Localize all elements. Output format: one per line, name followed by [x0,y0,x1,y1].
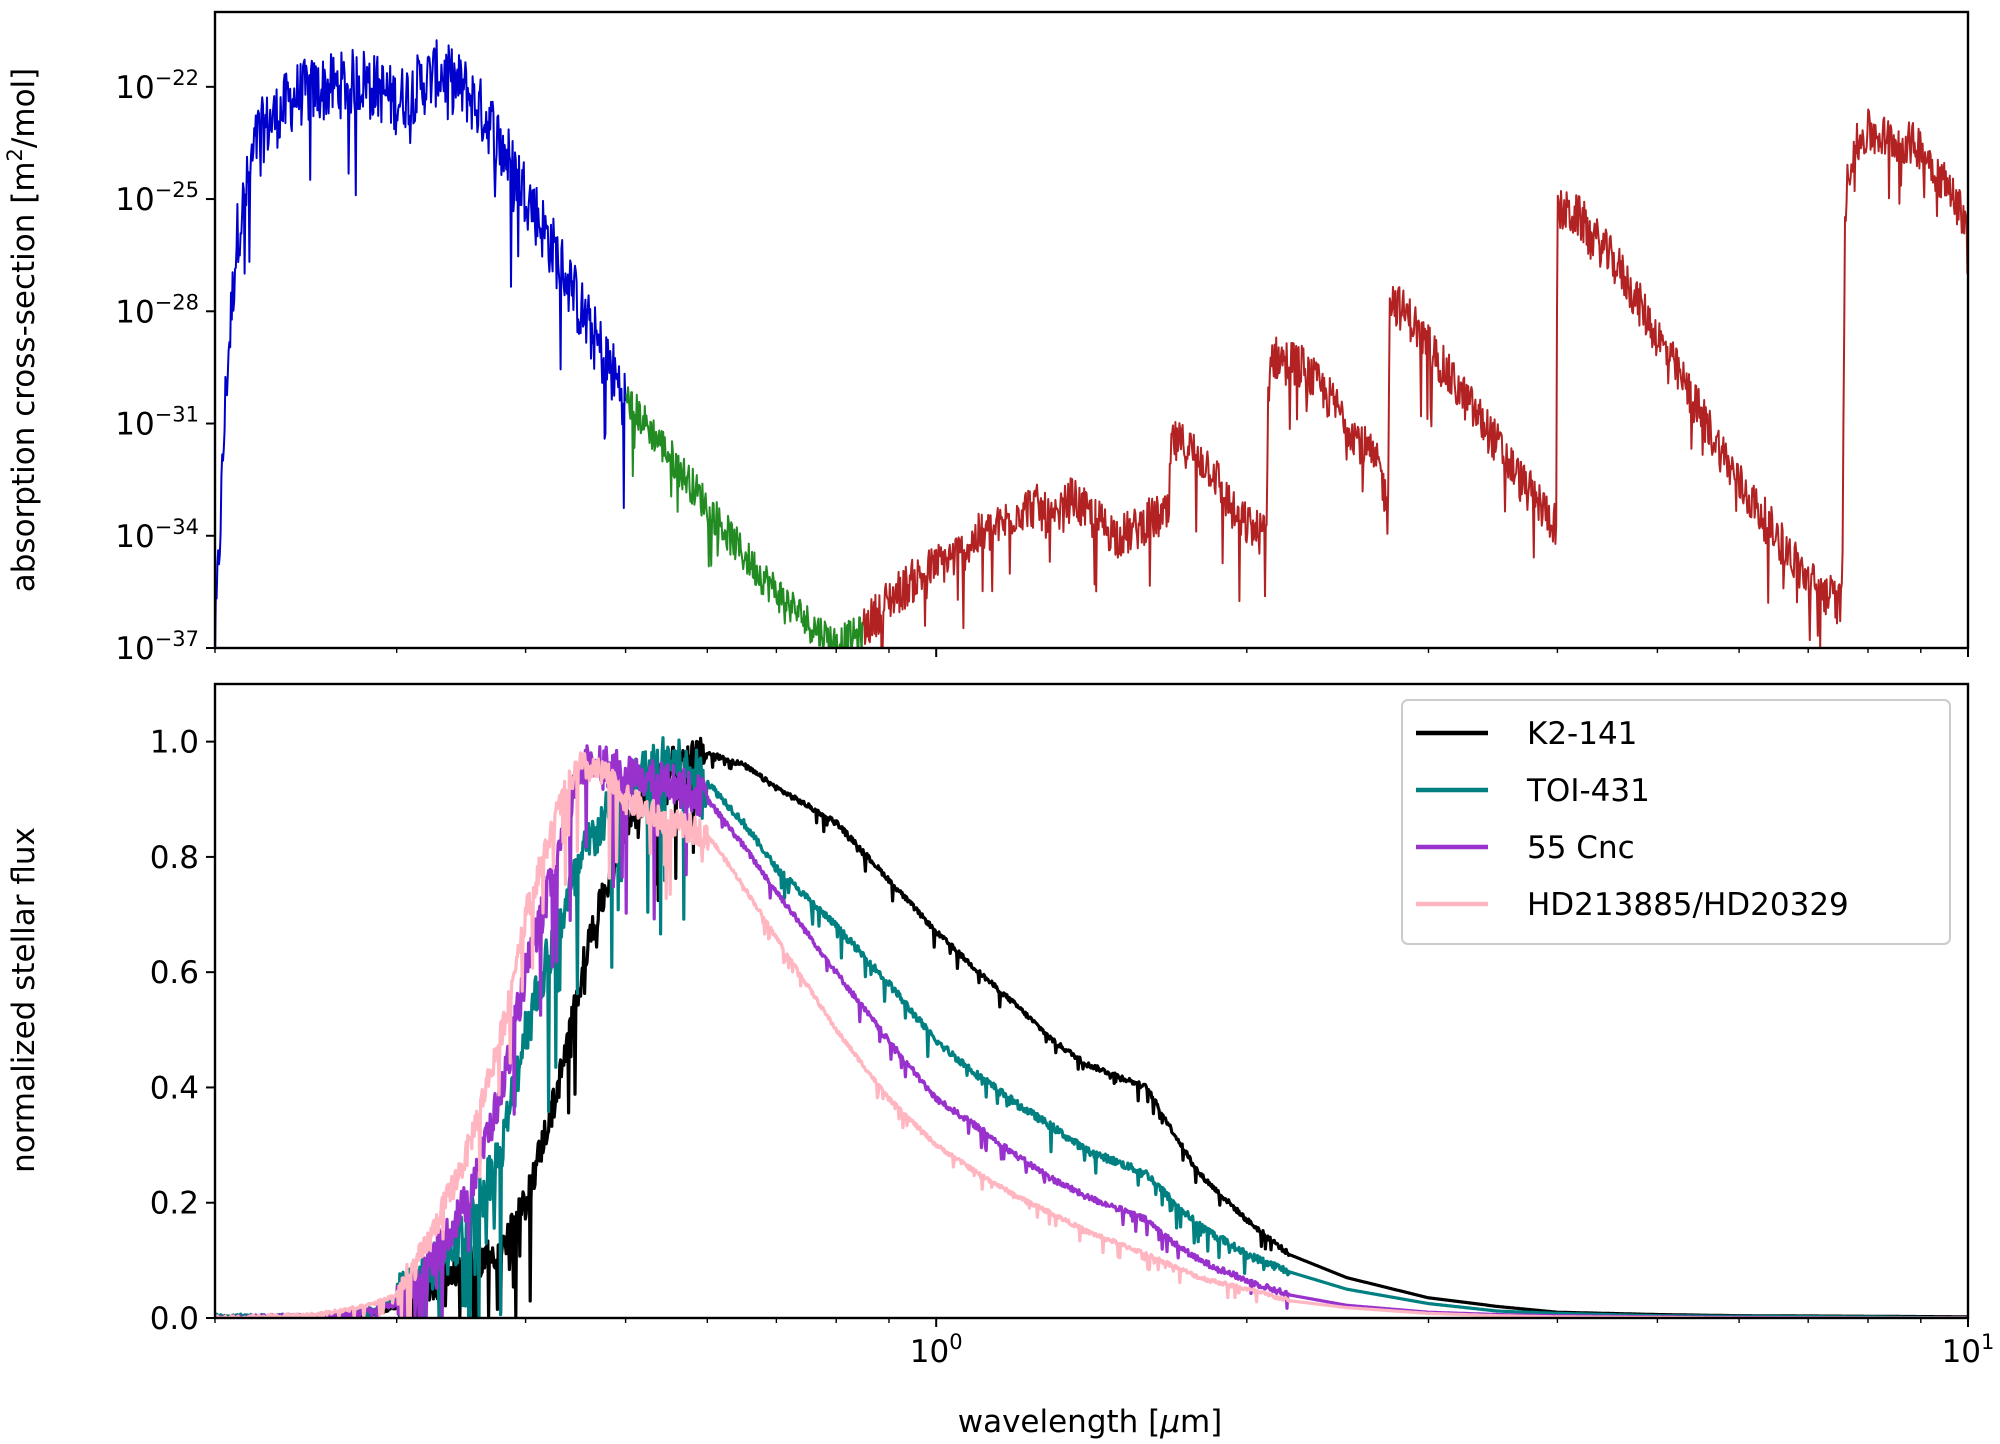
top-series-group [215,39,1968,648]
top-series-line-2 [862,108,1968,648]
bottom-y-tick-label: 0.6 [150,955,199,991]
top-y-tick-label: 10−31 [115,403,199,443]
legend-box [1401,699,1951,945]
top-y-tick-label: 10−28 [115,290,199,330]
top-panel: 10−22 10−25 10−28 10−31 10−34 10−37 absorptio… [3,10,1970,667]
legend-label: TOI-431 [1526,773,1650,809]
top-y-tick-label: 10−34 [115,515,199,555]
bottom-y-tick-label: 0.4 [150,1070,199,1106]
bottom-y-tick-label: 0.0 [150,1301,199,1337]
legend: K2-141 TOI-431 55 Cnc HD213885/HD20329 [1401,699,1951,945]
top-y-tick-label: 10−37 [115,627,199,667]
legend-label: HD213885/HD20329 [1527,887,1849,923]
bottom-y-axis-label: normalized stellar flux [6,827,42,1173]
bottom-y-tick-label: 1.0 [150,725,199,761]
top-series-line-1 [625,386,865,648]
top-y-axis-label: absorption cross-section [m2/mol] [3,68,42,593]
legend-items: K2-141 TOI-431 55 Cnc HD213885/HD20329 [1416,716,1849,923]
x-tick-label: 100 [910,1330,963,1370]
bottom-panel: 0.0 0.2 0.4 0.6 0.8 1.0 100 101 normalized ste… [6,682,1995,1440]
bottom-y-tick-label: 0.8 [150,840,199,876]
bottom-y-ticks: 0.0 0.2 0.4 0.6 0.8 1.0 [150,725,215,1337]
x-axis-label: wavelength [μm] [958,1404,1223,1440]
top-series-line-0 [215,39,627,648]
bottom-x-ticks: 100 101 [214,1318,1995,1370]
bottom-y-tick-label: 0.2 [150,1186,199,1222]
x-tick-label: 101 [1942,1330,1995,1370]
legend-label: K2-141 [1527,716,1637,752]
top-y-tick-label: 10−22 [115,66,199,106]
top-x-ticks [214,648,1969,657]
top-axes-frame [213,10,1970,650]
top-y-tick-label: 10−25 [115,178,199,218]
legend-label: 55 Cnc [1527,830,1635,866]
top-y-ticks: 10−22 10−25 10−28 10−31 10−34 10−37 [115,66,215,667]
bottom-axes-frame [213,682,1970,1320]
